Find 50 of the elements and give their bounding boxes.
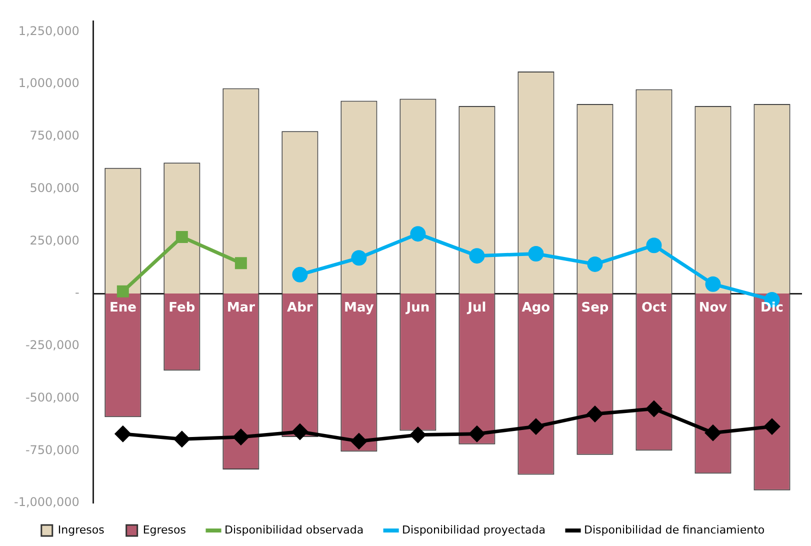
point bbox=[233, 429, 249, 445]
point bbox=[351, 250, 367, 266]
point bbox=[587, 256, 603, 272]
y-tick-label: -500,000 bbox=[25, 390, 80, 404]
point bbox=[705, 276, 721, 292]
point bbox=[351, 433, 367, 449]
point bbox=[234, 257, 247, 270]
y-tick-label: -1,000,000 bbox=[14, 495, 80, 510]
point bbox=[115, 426, 131, 442]
legend-label: Disponibilidad observada bbox=[224, 523, 364, 536]
legend-label: Egresos bbox=[142, 523, 186, 536]
point bbox=[174, 431, 190, 447]
point bbox=[587, 406, 603, 422]
point bbox=[410, 226, 426, 242]
point bbox=[705, 425, 721, 441]
point bbox=[764, 418, 780, 434]
point bbox=[410, 427, 426, 443]
x-tick-label: Jun bbox=[405, 300, 430, 316]
point bbox=[116, 285, 129, 298]
x-tick-label: Abr bbox=[287, 300, 314, 316]
x-tick-label: Oct bbox=[641, 300, 666, 316]
x-tick-label: Ene bbox=[109, 300, 137, 316]
x-tick-label: Nov bbox=[698, 300, 728, 316]
point bbox=[469, 426, 485, 442]
x-tick-label: Ago bbox=[522, 300, 550, 316]
x-tick-label: Sep bbox=[581, 300, 609, 316]
point bbox=[528, 246, 544, 262]
y-tick-label: -250,000 bbox=[25, 338, 80, 352]
y-tick-label: 500,000 bbox=[30, 180, 80, 195]
x-tick-label: Dic bbox=[760, 300, 784, 316]
y-tick-label: 1,250,000 bbox=[18, 24, 80, 38]
x-tick-label: May bbox=[344, 300, 374, 316]
point bbox=[469, 248, 485, 264]
y-tick-label: - bbox=[75, 286, 80, 300]
point bbox=[292, 424, 308, 440]
x-tick-label: Jul bbox=[466, 300, 486, 316]
point bbox=[646, 400, 662, 416]
y-tick-label: 1,000,000 bbox=[18, 76, 80, 90]
x-tick-label: Mar bbox=[226, 300, 256, 316]
point bbox=[176, 230, 188, 243]
y-tick-label: 750,000 bbox=[30, 128, 80, 143]
legend-label: Ingresos bbox=[58, 523, 105, 536]
legend-label: Disponibilidad de financiamiento bbox=[584, 523, 765, 536]
point bbox=[646, 238, 662, 254]
point bbox=[528, 418, 544, 434]
x-tick-label: Feb bbox=[168, 300, 196, 316]
y-tick-label: 250,000 bbox=[30, 233, 80, 248]
y-tick-label: -750,000 bbox=[25, 442, 80, 457]
point bbox=[292, 266, 308, 282]
legend-label: Disponibilidad proyectada bbox=[402, 523, 546, 536]
